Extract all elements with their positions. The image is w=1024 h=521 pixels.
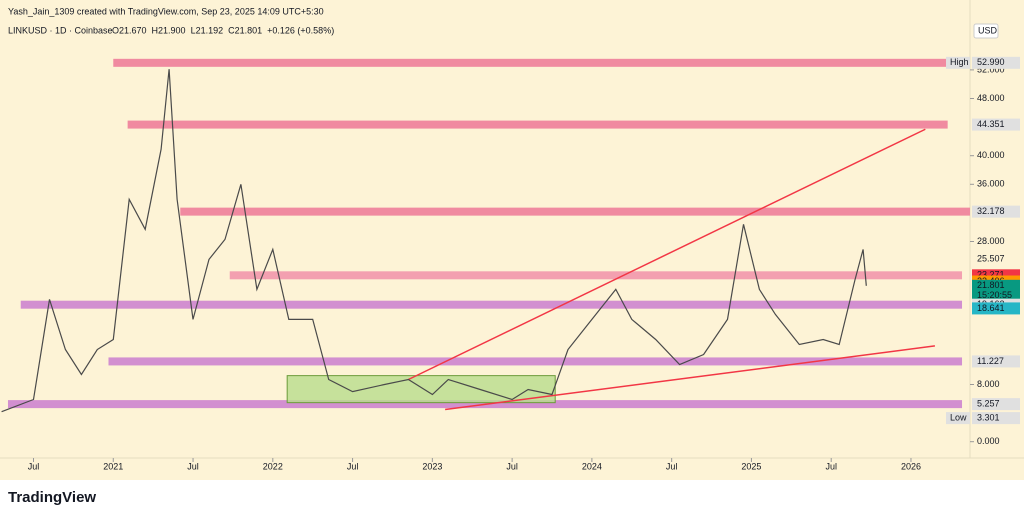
y-tick-label: 36.000 <box>977 179 1005 189</box>
zone <box>180 207 970 216</box>
legend-item: C21.801 <box>228 25 262 35</box>
price-tag: High <box>950 57 969 67</box>
trend-line <box>408 128 926 381</box>
zone <box>108 357 963 366</box>
x-tick-label: Jul <box>187 461 199 471</box>
currency: USD <box>978 25 998 35</box>
price-label: 5.257 <box>977 398 1000 408</box>
x-tick-label: 2024 <box>582 461 602 471</box>
zone <box>229 271 963 280</box>
symbol: LINKUSD · 1D · Coinbase <box>8 25 113 35</box>
price-label: 32.178 <box>977 206 1005 216</box>
price-label-box <box>972 398 1020 411</box>
price-label-box <box>972 56 1020 69</box>
price-label: 11.227 <box>977 356 1004 366</box>
legend-item: H21.900 <box>152 25 186 35</box>
credit: Yash_Jain_1309 created with TradingView.… <box>8 6 324 16</box>
x-tick-label: Jul <box>506 461 518 471</box>
y-tick-label: 48.000 <box>977 93 1005 103</box>
x-tick-label: Jul <box>825 461 837 471</box>
x-tick-label: 2026 <box>901 461 921 471</box>
x-tick-label: Jul <box>28 461 40 471</box>
price-label-box <box>972 302 1020 315</box>
price-label-box <box>972 279 1020 302</box>
price-label-box <box>972 412 1020 425</box>
legend-item: +0.126 (+0.58%) <box>267 25 334 35</box>
x-tick-label: 2022 <box>263 461 283 471</box>
trend-line <box>445 345 935 411</box>
price-label-box <box>972 205 1020 218</box>
x-tick-label: Jul <box>347 461 359 471</box>
price-label: 3.301 <box>977 412 1000 422</box>
x-tick-label: 2021 <box>103 461 123 471</box>
y-tick-label: 0.000 <box>977 436 1000 446</box>
zone <box>127 120 948 129</box>
range-box <box>286 375 556 404</box>
price-label-box <box>972 118 1020 131</box>
price-label: 21.801 <box>977 280 1005 290</box>
zone <box>113 58 948 67</box>
tag-box <box>946 56 970 69</box>
price-tag: Low <box>950 412 967 422</box>
y-tick-label: 40.000 <box>977 150 1005 160</box>
price-label-box <box>972 253 1020 266</box>
price-label-box <box>972 355 1020 368</box>
countdown: 15:20:55 <box>977 290 1012 300</box>
brand: TradingView <box>8 489 96 506</box>
currency-box <box>973 23 999 39</box>
x-tick-label: 2025 <box>741 461 761 471</box>
ohlc-legend: O21.670 H21.900 L21.192 C21.801 +0.126 (+0.5… <box>112 25 334 35</box>
price-label: 23.271 <box>977 270 1005 280</box>
price-line <box>1 69 867 413</box>
x-tick-label: 2023 <box>422 461 442 471</box>
y-tick-label: 52.000 <box>977 64 1005 74</box>
price-label: 18.641 <box>977 303 1005 313</box>
legend-item: L21.192 <box>191 25 224 35</box>
legend-item: O21.670 <box>112 25 147 35</box>
x-tick-label: Jul <box>666 461 678 471</box>
y-tick-label: 28.000 <box>977 236 1005 246</box>
y-tick-label: 8.000 <box>977 379 1000 389</box>
tag-box <box>946 412 970 425</box>
price-label: 44.351 <box>977 119 1005 129</box>
zone <box>20 300 963 309</box>
price-label: 25.507 <box>977 254 1005 264</box>
price-label: 52.990 <box>977 57 1005 67</box>
